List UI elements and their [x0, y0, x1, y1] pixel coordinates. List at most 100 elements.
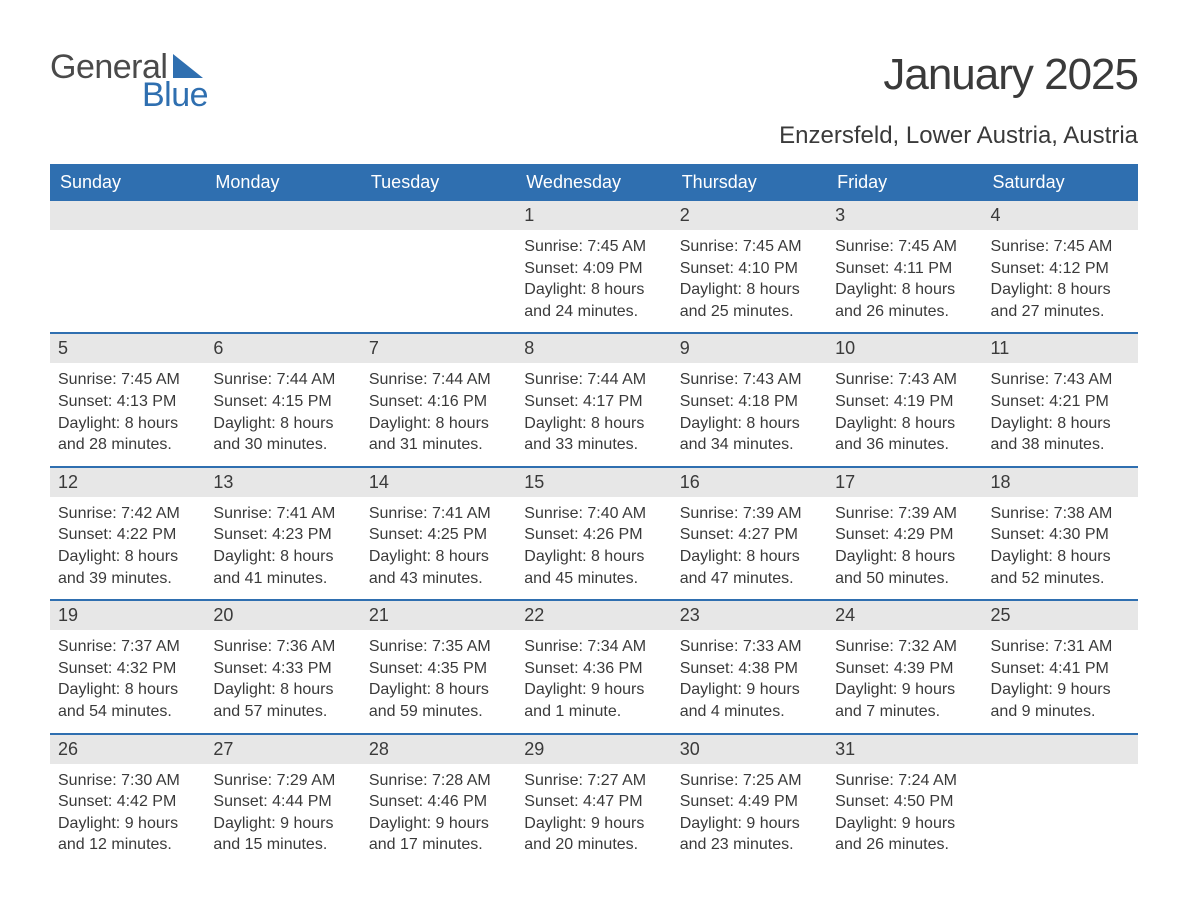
sunset-text: Sunset: 4:25 PM — [369, 524, 508, 546]
calendar-day-cell: 24Sunrise: 7:32 AMSunset: 4:39 PMDayligh… — [827, 601, 982, 732]
day-details: Sunrise: 7:39 AMSunset: 4:27 PMDaylight:… — [672, 497, 827, 599]
sunset-text: Sunset: 4:41 PM — [991, 658, 1130, 680]
sunrise-text: Sunrise: 7:43 AM — [991, 369, 1130, 391]
sunset-text: Sunset: 4:44 PM — [213, 791, 352, 813]
day-number: 18 — [983, 468, 1138, 497]
day-number: 4 — [983, 201, 1138, 230]
day-details: Sunrise: 7:35 AMSunset: 4:35 PMDaylight:… — [361, 630, 516, 732]
day-number: 2 — [672, 201, 827, 230]
calendar: Sunday Monday Tuesday Wednesday Thursday… — [50, 164, 1138, 866]
sunset-text: Sunset: 4:35 PM — [369, 658, 508, 680]
day-number — [205, 201, 360, 230]
daylight-text-2: and 17 minutes. — [369, 834, 508, 856]
weekday-header: Wednesday — [516, 164, 671, 201]
sunset-text: Sunset: 4:10 PM — [680, 258, 819, 280]
calendar-day-cell: 20Sunrise: 7:36 AMSunset: 4:33 PMDayligh… — [205, 601, 360, 732]
daylight-text-2: and 45 minutes. — [524, 568, 663, 590]
daylight-text-2: and 28 minutes. — [58, 434, 197, 456]
calendar-day-cell — [50, 201, 205, 332]
day-details: Sunrise: 7:45 AMSunset: 4:09 PMDaylight:… — [516, 230, 671, 332]
calendar-day-cell: 15Sunrise: 7:40 AMSunset: 4:26 PMDayligh… — [516, 468, 671, 599]
sunset-text: Sunset: 4:38 PM — [680, 658, 819, 680]
day-number — [361, 201, 516, 230]
daylight-text-1: Daylight: 8 hours — [58, 679, 197, 701]
sunrise-text: Sunrise: 7:43 AM — [835, 369, 974, 391]
sunset-text: Sunset: 4:42 PM — [58, 791, 197, 813]
calendar-week-row: 26Sunrise: 7:30 AMSunset: 4:42 PMDayligh… — [50, 733, 1138, 866]
day-number: 27 — [205, 735, 360, 764]
day-number: 20 — [205, 601, 360, 630]
sunset-text: Sunset: 4:36 PM — [524, 658, 663, 680]
daylight-text-2: and 59 minutes. — [369, 701, 508, 723]
day-details: Sunrise: 7:31 AMSunset: 4:41 PMDaylight:… — [983, 630, 1138, 732]
daylight-text-1: Daylight: 8 hours — [680, 546, 819, 568]
daylight-text-1: Daylight: 8 hours — [58, 546, 197, 568]
daylight-text-2: and 30 minutes. — [213, 434, 352, 456]
day-number: 11 — [983, 334, 1138, 363]
sunset-text: Sunset: 4:21 PM — [991, 391, 1130, 413]
weekday-header: Sunday — [50, 164, 205, 201]
daylight-text-2: and 24 minutes. — [524, 301, 663, 323]
daylight-text-2: and 23 minutes. — [680, 834, 819, 856]
sunset-text: Sunset: 4:16 PM — [369, 391, 508, 413]
sunset-text: Sunset: 4:12 PM — [991, 258, 1130, 280]
day-number: 24 — [827, 601, 982, 630]
sunrise-text: Sunrise: 7:34 AM — [524, 636, 663, 658]
daylight-text-2: and 15 minutes. — [213, 834, 352, 856]
day-number: 19 — [50, 601, 205, 630]
daylight-text-2: and 52 minutes. — [991, 568, 1130, 590]
sunrise-text: Sunrise: 7:36 AM — [213, 636, 352, 658]
daylight-text-1: Daylight: 9 hours — [991, 679, 1130, 701]
day-details: Sunrise: 7:45 AMSunset: 4:10 PMDaylight:… — [672, 230, 827, 332]
daylight-text-2: and 38 minutes. — [991, 434, 1130, 456]
daylight-text-2: and 33 minutes. — [524, 434, 663, 456]
day-number: 5 — [50, 334, 205, 363]
daylight-text-1: Daylight: 8 hours — [835, 279, 974, 301]
sunset-text: Sunset: 4:33 PM — [213, 658, 352, 680]
day-number: 14 — [361, 468, 516, 497]
daylight-text-2: and 7 minutes. — [835, 701, 974, 723]
day-number: 12 — [50, 468, 205, 497]
sunrise-text: Sunrise: 7:37 AM — [58, 636, 197, 658]
sunrise-text: Sunrise: 7:28 AM — [369, 770, 508, 792]
day-details: Sunrise: 7:43 AMSunset: 4:21 PMDaylight:… — [983, 363, 1138, 465]
calendar-day-cell: 2Sunrise: 7:45 AMSunset: 4:10 PMDaylight… — [672, 201, 827, 332]
daylight-text-1: Daylight: 8 hours — [991, 546, 1130, 568]
day-details: Sunrise: 7:34 AMSunset: 4:36 PMDaylight:… — [516, 630, 671, 732]
calendar-day-cell: 18Sunrise: 7:38 AMSunset: 4:30 PMDayligh… — [983, 468, 1138, 599]
sunrise-text: Sunrise: 7:32 AM — [835, 636, 974, 658]
daylight-text-1: Daylight: 9 hours — [835, 679, 974, 701]
day-details: Sunrise: 7:44 AMSunset: 4:17 PMDaylight:… — [516, 363, 671, 465]
daylight-text-2: and 25 minutes. — [680, 301, 819, 323]
calendar-day-cell: 14Sunrise: 7:41 AMSunset: 4:25 PMDayligh… — [361, 468, 516, 599]
sunset-text: Sunset: 4:32 PM — [58, 658, 197, 680]
daylight-text-1: Daylight: 8 hours — [991, 279, 1130, 301]
day-details: Sunrise: 7:37 AMSunset: 4:32 PMDaylight:… — [50, 630, 205, 732]
calendar-day-cell: 5Sunrise: 7:45 AMSunset: 4:13 PMDaylight… — [50, 334, 205, 465]
sunset-text: Sunset: 4:19 PM — [835, 391, 974, 413]
daylight-text-2: and 41 minutes. — [213, 568, 352, 590]
daylight-text-1: Daylight: 9 hours — [524, 813, 663, 835]
sunrise-text: Sunrise: 7:41 AM — [213, 503, 352, 525]
daylight-text-1: Daylight: 9 hours — [524, 679, 663, 701]
day-number: 31 — [827, 735, 982, 764]
calendar-day-cell: 17Sunrise: 7:39 AMSunset: 4:29 PMDayligh… — [827, 468, 982, 599]
day-number: 22 — [516, 601, 671, 630]
calendar-day-cell: 8Sunrise: 7:44 AMSunset: 4:17 PMDaylight… — [516, 334, 671, 465]
sunrise-text: Sunrise: 7:35 AM — [369, 636, 508, 658]
day-details: Sunrise: 7:45 AMSunset: 4:13 PMDaylight:… — [50, 363, 205, 465]
day-details: Sunrise: 7:45 AMSunset: 4:11 PMDaylight:… — [827, 230, 982, 332]
daylight-text-2: and 47 minutes. — [680, 568, 819, 590]
sunrise-text: Sunrise: 7:33 AM — [680, 636, 819, 658]
sunrise-text: Sunrise: 7:25 AM — [680, 770, 819, 792]
daylight-text-1: Daylight: 9 hours — [213, 813, 352, 835]
calendar-day-cell: 1Sunrise: 7:45 AMSunset: 4:09 PMDaylight… — [516, 201, 671, 332]
calendar-day-cell: 12Sunrise: 7:42 AMSunset: 4:22 PMDayligh… — [50, 468, 205, 599]
day-number: 3 — [827, 201, 982, 230]
day-details: Sunrise: 7:33 AMSunset: 4:38 PMDaylight:… — [672, 630, 827, 732]
calendar-day-cell: 29Sunrise: 7:27 AMSunset: 4:47 PMDayligh… — [516, 735, 671, 866]
day-number: 6 — [205, 334, 360, 363]
calendar-day-cell: 3Sunrise: 7:45 AMSunset: 4:11 PMDaylight… — [827, 201, 982, 332]
sunset-text: Sunset: 4:15 PM — [213, 391, 352, 413]
calendar-week-row: 1Sunrise: 7:45 AMSunset: 4:09 PMDaylight… — [50, 201, 1138, 332]
